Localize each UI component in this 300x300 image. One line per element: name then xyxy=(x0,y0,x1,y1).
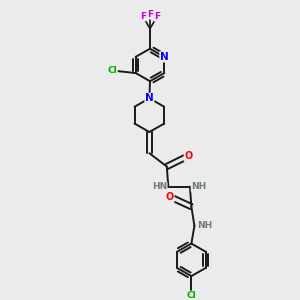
Text: NH: NH xyxy=(191,182,206,191)
Text: O: O xyxy=(166,192,174,202)
Text: Cl: Cl xyxy=(187,291,196,300)
Text: N: N xyxy=(160,52,169,62)
Text: F: F xyxy=(154,12,160,21)
Text: F: F xyxy=(140,12,146,21)
Text: Cl: Cl xyxy=(107,66,117,75)
Text: HN: HN xyxy=(152,182,167,191)
Text: O: O xyxy=(184,151,193,161)
Text: NH: NH xyxy=(197,221,212,230)
Text: N: N xyxy=(145,93,154,103)
Text: F: F xyxy=(147,10,153,19)
